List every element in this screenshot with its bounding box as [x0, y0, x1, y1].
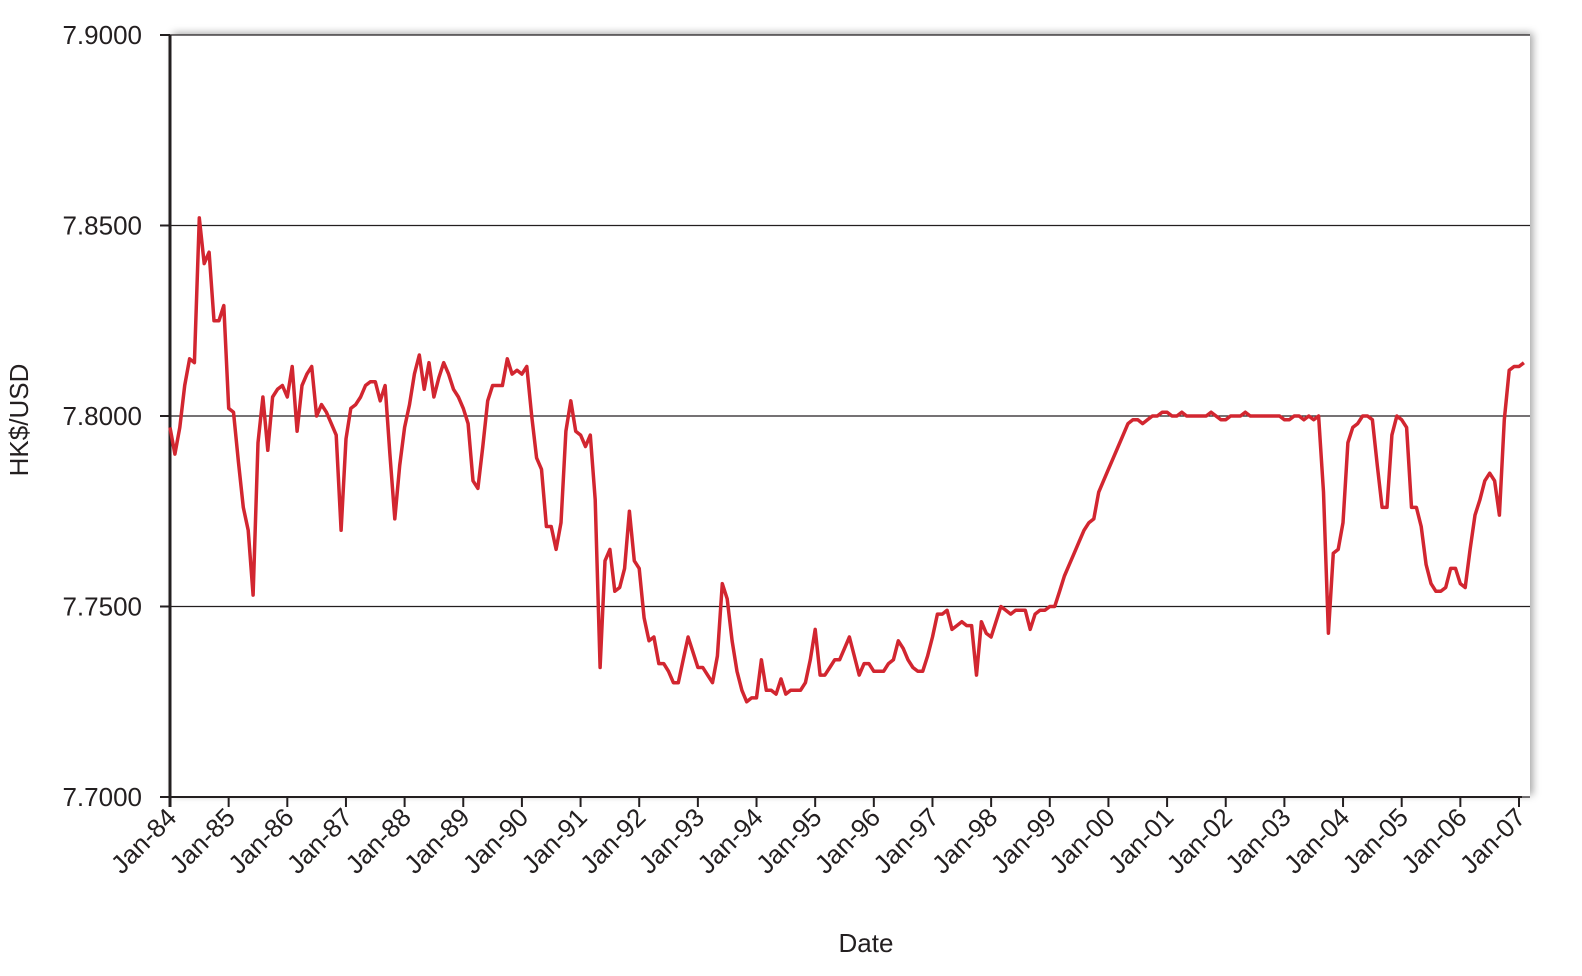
x-tick-label: Jan-94 — [691, 802, 768, 879]
x-tick-label: Jan-96 — [809, 802, 886, 879]
x-tick-label: Jan-86 — [222, 802, 299, 879]
x-tick-label: Jan-85 — [163, 802, 240, 879]
x-tick-label: Jan-03 — [1219, 802, 1296, 879]
x-tick-label: Jan-07 — [1454, 802, 1531, 879]
x-tick-label: Jan-06 — [1395, 802, 1472, 879]
y-tick-label: 7.7000 — [62, 782, 142, 812]
x-tick-label: Jan-92 — [574, 802, 651, 879]
x-tick-label: Jan-93 — [633, 802, 710, 879]
x-tick-label: Jan-91 — [515, 802, 592, 879]
y-tick-label: 7.8500 — [62, 211, 142, 241]
line — [168, 216, 1525, 704]
y-tick-label: 7.7500 — [62, 592, 142, 622]
x-tick-label: Jan-99 — [985, 802, 1062, 879]
x-tick-label: Jan-95 — [750, 802, 827, 879]
x-tick-label: Jan-88 — [339, 802, 416, 879]
x-tick-label: Jan-04 — [1278, 802, 1355, 879]
x-tick-label: Jan-00 — [1043, 802, 1120, 879]
y-tick-label: 7.9000 — [62, 20, 142, 50]
x-tick-label: Jan-02 — [1161, 802, 1238, 879]
y-axis-title: HK$/USD — [4, 364, 34, 477]
x-tick-label: Jan-97 — [867, 802, 944, 879]
x-tick-label: Jan-89 — [398, 802, 475, 879]
x-tick-label: Jan-98 — [926, 802, 1003, 879]
x-axis-title: Date — [839, 928, 894, 958]
x-tick-label: Jan-90 — [457, 802, 534, 879]
x-tick-label: Jan-87 — [281, 802, 358, 879]
x-tick-label: Jan-05 — [1337, 802, 1414, 879]
y-tick-label: 7.8000 — [62, 401, 142, 431]
x-tick-label: Jan-84 — [105, 802, 182, 879]
x-tick-label: Jan-01 — [1102, 802, 1179, 879]
